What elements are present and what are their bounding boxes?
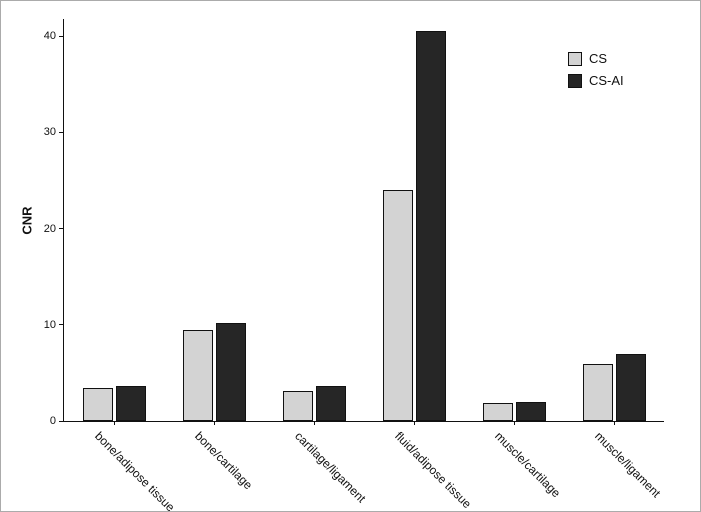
y-tick-label: 10: [43, 318, 56, 331]
bar-cs: [382, 190, 413, 421]
legend-item-cs: CS: [568, 51, 624, 66]
y-tick-mark: [59, 35, 64, 37]
x-tick-label: muscle/ligament: [592, 429, 664, 501]
x-tick-label: cartilage/ligament: [292, 429, 369, 506]
y-tick-label: 30: [43, 126, 56, 139]
y-tick-mark: [59, 131, 64, 133]
bar-cs-ai: [215, 322, 246, 421]
x-tick-label: muscle/cartilage: [492, 429, 564, 501]
x-tick-mark: [213, 421, 215, 425]
y-tick-mark: [59, 420, 64, 422]
x-tick-label: fluid/adipose tissue: [392, 429, 475, 512]
x-tick-mark: [413, 421, 415, 425]
y-tick-label: 0: [49, 415, 56, 427]
y-tick-mark: [59, 324, 64, 326]
y-tick-mark: [59, 228, 64, 229]
bar-cs-ai: [615, 353, 646, 421]
legend-item-cs-ai: CS-AI: [568, 73, 624, 88]
y-tick-label: 40: [43, 30, 56, 42]
legend-label-cs-ai: CS-AI: [589, 73, 624, 88]
y-tick-label: 20: [43, 222, 56, 235]
y-axis-title: CNR: [19, 206, 35, 235]
legend-label-cs: CS: [589, 51, 608, 66]
bar-cs-ai: [315, 386, 346, 421]
bar-cs-ai: [415, 31, 446, 421]
bar-cs-ai: [115, 386, 146, 421]
legend: CS CS-AI: [568, 51, 624, 95]
x-tick-mark: [313, 421, 315, 425]
x-tick-label: bone/adipose tissue: [92, 429, 178, 512]
bar-cs: [482, 402, 513, 421]
x-tick-mark: [513, 421, 515, 425]
bar-cs: [282, 391, 313, 421]
x-tick-mark: [613, 421, 615, 425]
bar-cs: [82, 388, 113, 421]
x-tick-label: bone/cartilage: [192, 429, 256, 493]
plot-area: 0 10 20 30 40 bone/adipose tissue bone/cartila…: [44, 19, 664, 511]
bar-cs-ai: [515, 401, 546, 421]
bar-cs: [582, 364, 613, 421]
bar-cs: [182, 329, 213, 421]
x-tick-mark: [113, 421, 115, 425]
legend-swatch-cs: [568, 51, 582, 66]
legend-swatch-cs-ai: [568, 73, 582, 88]
